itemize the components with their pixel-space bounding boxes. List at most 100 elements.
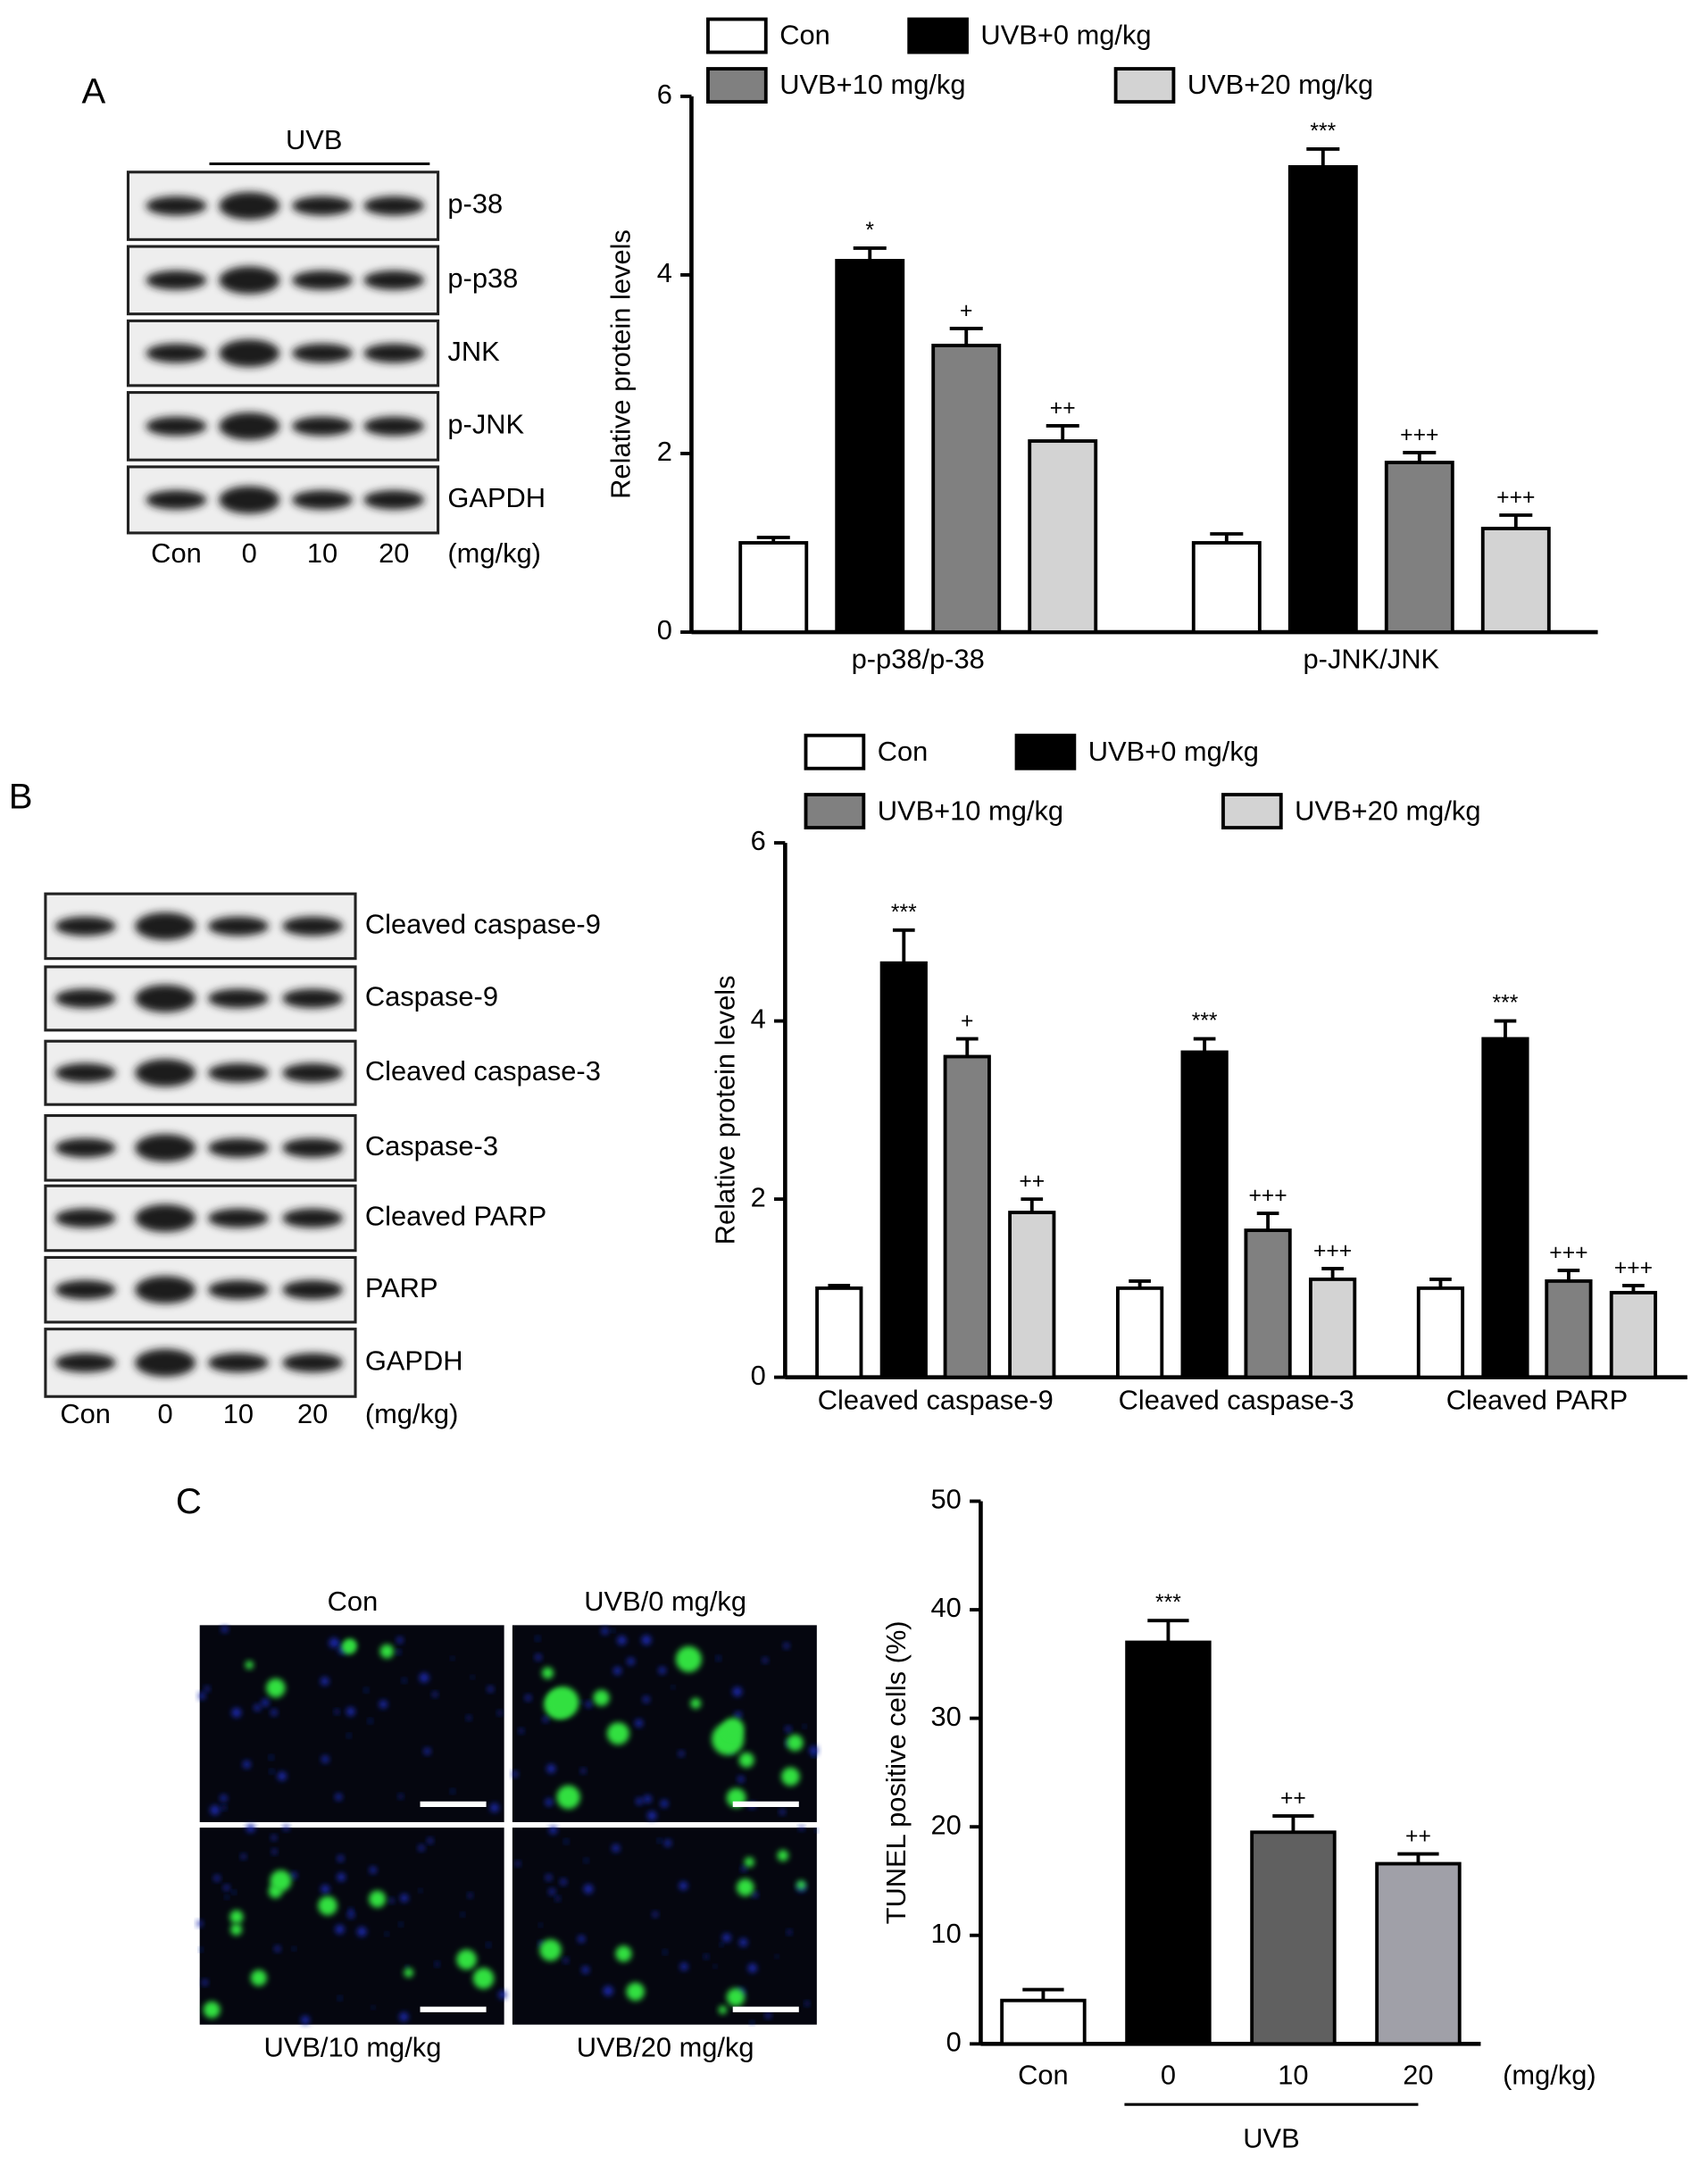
nucleus <box>775 1954 779 1959</box>
blot-row-label: Caspase-3 <box>365 1130 498 1162</box>
nucleus <box>564 1839 569 1844</box>
bar <box>1416 1286 1465 1379</box>
blot-row-label: Caspase-9 <box>365 981 498 1012</box>
nucleus <box>752 1892 758 1898</box>
nucleus <box>636 1797 643 1805</box>
bar <box>931 344 1002 634</box>
significance-label: *** <box>891 901 917 925</box>
nucleus <box>261 1698 270 1707</box>
nucleus <box>783 1643 789 1649</box>
nucleus <box>221 1626 229 1633</box>
significance-label: +++ <box>1248 1184 1287 1208</box>
nucleus <box>278 1771 287 1781</box>
nucleus <box>396 1636 404 1644</box>
nucleus <box>232 1890 237 1894</box>
tunel-spot <box>229 1910 244 1924</box>
nucleus <box>204 1686 210 1692</box>
nucleus <box>240 1853 246 1860</box>
nucleus <box>627 1657 635 1665</box>
x-tick-label: 0 <box>1161 2060 1176 2091</box>
nucleus <box>271 1835 277 1841</box>
blot-band <box>363 271 425 290</box>
nucleus <box>737 1776 745 1783</box>
error-bar <box>1499 513 1533 529</box>
x-tick-label: Con <box>1018 2060 1069 2091</box>
tunel-spot <box>342 1640 355 1654</box>
error-bar <box>1557 1269 1580 1281</box>
blot-band <box>54 1279 116 1300</box>
micrograph <box>199 1828 504 2025</box>
nucleus <box>581 1966 589 1974</box>
blot-band <box>54 1208 116 1228</box>
nucleus <box>617 1636 627 1645</box>
y-tick-label: 0 <box>751 1360 766 1391</box>
error-bar <box>1403 451 1437 462</box>
micrograph-label: UVB/0 mg/kg <box>584 1586 746 1617</box>
x-unit-label: (mg/kg) <box>1503 2060 1596 2091</box>
nucleus <box>803 1725 806 1728</box>
tunel-spot <box>675 1646 702 1672</box>
nucleus <box>489 1803 499 1812</box>
nucleus <box>519 1728 524 1734</box>
nucleus <box>402 1678 406 1683</box>
tunel-spot <box>230 1923 243 1936</box>
error-bar <box>756 536 790 544</box>
blot-lane-label: 10 <box>223 1398 254 1429</box>
y-tick-label: 2 <box>657 436 672 467</box>
blot-band <box>292 490 353 510</box>
bar <box>738 541 809 634</box>
blot-lane-label: Con <box>60 1398 111 1429</box>
blot-row-label: Cleaved caspase-9 <box>365 909 601 940</box>
nucleus <box>664 1839 671 1847</box>
blot-group-label: UVB <box>286 124 342 155</box>
significance-label: +++ <box>1549 1241 1587 1265</box>
tunel-spot <box>718 2005 728 2014</box>
nucleus <box>346 1707 355 1716</box>
significance-label: *** <box>1310 120 1336 144</box>
nucleus <box>466 1715 471 1720</box>
blot-band <box>135 984 196 1012</box>
nucleus <box>546 1874 552 1881</box>
x-tick-label: 20 <box>1403 2060 1433 2091</box>
nucleus <box>611 1628 615 1633</box>
blot-band <box>219 339 280 368</box>
y-tick-label: 50 <box>931 1484 962 1515</box>
blot-row-label: PARP <box>365 1272 438 1303</box>
blot-band <box>219 412 280 440</box>
blot-lane-label: 20 <box>379 537 409 569</box>
nucleus <box>292 1947 296 1951</box>
nucleus <box>563 1958 569 1963</box>
nucleus <box>461 1912 465 1917</box>
nucleus <box>635 1719 643 1728</box>
nucleus <box>423 1747 431 1755</box>
nucleus <box>804 2001 810 2006</box>
blot-band <box>54 916 116 937</box>
nucleus <box>220 1794 228 1803</box>
blot-band <box>363 416 425 437</box>
bar <box>1545 1278 1593 1379</box>
blot-band <box>135 1204 196 1232</box>
nucleus <box>210 1805 221 1815</box>
tunel-spot <box>737 1878 754 1896</box>
nucleus <box>487 1686 494 1693</box>
significance-label: +++ <box>1496 486 1535 510</box>
nucleus <box>471 1676 474 1679</box>
blot-band <box>146 271 207 290</box>
blot-band <box>207 1208 269 1228</box>
y-axis-label: TUNEL positive cells (%) <box>880 1620 912 1924</box>
nucleus <box>334 1709 339 1714</box>
significance-label: *** <box>1493 992 1519 1016</box>
nucleus <box>337 1996 342 2001</box>
bar <box>1250 1830 1337 2046</box>
blot-lane-label: 0 <box>158 1398 173 1429</box>
nucleus <box>321 1677 329 1686</box>
nucleus <box>347 1911 354 1919</box>
tunel-spot <box>615 1945 632 1962</box>
nucleus <box>271 1849 278 1854</box>
nucleus <box>535 1653 542 1661</box>
nucleus <box>538 1923 543 1927</box>
error-bar <box>955 1037 979 1057</box>
nucleus <box>271 1709 278 1716</box>
blot-row-label: p-38 <box>447 188 503 220</box>
nucleus <box>405 1965 409 1969</box>
